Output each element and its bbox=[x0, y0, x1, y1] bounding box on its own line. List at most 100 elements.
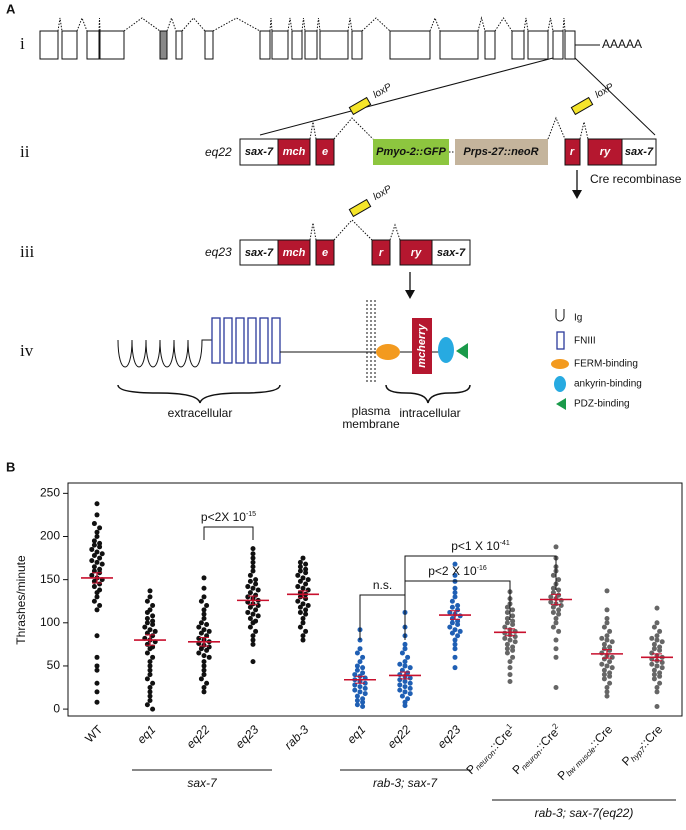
data-point bbox=[360, 654, 366, 660]
allele: eq22 bbox=[205, 145, 232, 159]
data-point bbox=[452, 627, 458, 633]
data-point bbox=[250, 568, 256, 574]
data-point bbox=[94, 633, 100, 639]
data-point bbox=[94, 607, 100, 613]
data-point bbox=[449, 630, 455, 636]
exon bbox=[86, 30, 100, 60]
data-point bbox=[201, 607, 207, 613]
data-point bbox=[250, 641, 256, 647]
data-point bbox=[91, 598, 97, 604]
data-point bbox=[354, 650, 360, 656]
data-point bbox=[357, 684, 363, 690]
box-label: e bbox=[322, 146, 328, 158]
data-point bbox=[147, 693, 153, 699]
data-point bbox=[250, 555, 256, 561]
data-point bbox=[206, 628, 212, 634]
data-point bbox=[553, 646, 559, 652]
arrow-label: Cre recombinase bbox=[590, 172, 682, 186]
data-point bbox=[354, 702, 360, 708]
data-point bbox=[196, 650, 202, 656]
data-point bbox=[402, 703, 408, 709]
x-tick-label: eq22 bbox=[184, 722, 213, 751]
data-point bbox=[512, 628, 518, 634]
data-point bbox=[601, 672, 607, 678]
data-point bbox=[250, 585, 256, 591]
data-point bbox=[89, 546, 95, 552]
loxp-label: loxP bbox=[371, 183, 394, 202]
data-point bbox=[452, 637, 458, 643]
region-label: membrane bbox=[342, 417, 400, 431]
data-point bbox=[201, 659, 207, 665]
data-point bbox=[604, 685, 610, 691]
data-point bbox=[198, 630, 204, 636]
zoom-line bbox=[574, 57, 656, 136]
data-point bbox=[604, 637, 610, 643]
data-point bbox=[354, 663, 360, 669]
data-point bbox=[150, 603, 156, 609]
data-point bbox=[601, 641, 607, 647]
data-point bbox=[504, 620, 510, 626]
y-tick-label: 50 bbox=[47, 658, 61, 672]
data-point bbox=[150, 654, 156, 660]
x-tick-label: rab-3 bbox=[282, 722, 312, 752]
data-point bbox=[657, 680, 663, 686]
data-point bbox=[250, 633, 256, 639]
data-point bbox=[245, 594, 251, 600]
data-point bbox=[250, 637, 256, 643]
plot-frame bbox=[67, 482, 683, 717]
exon bbox=[204, 30, 214, 60]
data-point bbox=[201, 627, 207, 633]
data-point bbox=[507, 637, 513, 643]
group-label: sax-7 bbox=[187, 776, 218, 790]
exon bbox=[159, 30, 168, 60]
data-point bbox=[452, 572, 458, 578]
data-point bbox=[607, 647, 613, 653]
data-point bbox=[147, 646, 153, 652]
data-point bbox=[550, 604, 556, 610]
data-point bbox=[150, 680, 156, 686]
data-point bbox=[94, 549, 100, 555]
group-label: rab-3; sax-7 bbox=[373, 776, 438, 790]
data-point bbox=[452, 665, 458, 671]
data-point bbox=[250, 620, 256, 626]
data-point bbox=[196, 624, 202, 630]
data-point bbox=[362, 685, 368, 691]
data-point bbox=[649, 650, 655, 656]
data-point bbox=[94, 654, 100, 660]
box-label: mch bbox=[283, 247, 306, 259]
data-point bbox=[303, 581, 309, 587]
data-point bbox=[550, 585, 556, 591]
data-point bbox=[504, 609, 510, 615]
data-point bbox=[556, 607, 562, 613]
data-point bbox=[512, 639, 518, 645]
data-point bbox=[452, 646, 458, 652]
data-point bbox=[354, 693, 360, 699]
data-point bbox=[295, 584, 301, 590]
comparison-text: n.s. bbox=[373, 578, 392, 592]
data-point bbox=[144, 598, 150, 604]
data-point bbox=[300, 620, 306, 626]
data-point bbox=[255, 587, 261, 593]
data-point bbox=[297, 559, 303, 565]
data-point bbox=[201, 611, 207, 617]
row-label: iii bbox=[20, 242, 34, 261]
data-point bbox=[247, 590, 253, 596]
data-point bbox=[553, 544, 559, 550]
data-point bbox=[654, 689, 660, 695]
legend-label: ankyrin-binding bbox=[574, 379, 642, 390]
data-point bbox=[455, 603, 461, 609]
region-label: plasma bbox=[352, 404, 391, 418]
data-point bbox=[659, 665, 665, 671]
data-point bbox=[147, 667, 153, 673]
x-tick-label: Phyp7::Cre bbox=[619, 722, 666, 769]
data-point bbox=[247, 572, 253, 578]
data-point bbox=[150, 613, 156, 619]
data-point bbox=[548, 599, 554, 605]
exon bbox=[389, 30, 431, 60]
data-point bbox=[297, 604, 303, 610]
data-point bbox=[97, 581, 103, 587]
comparison-sup: -41 bbox=[500, 540, 510, 547]
data-point bbox=[303, 570, 309, 576]
panel-label: B bbox=[6, 459, 15, 474]
exon bbox=[564, 30, 576, 60]
